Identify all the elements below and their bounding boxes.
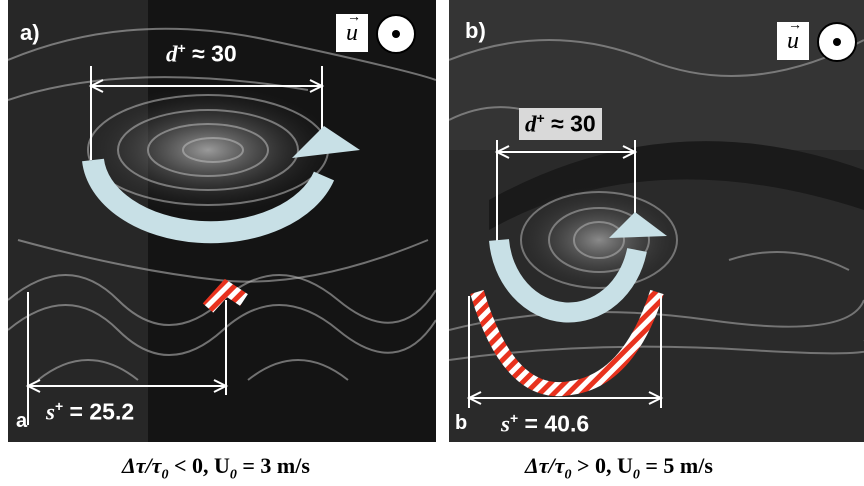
caption-b: Δτ/τ0 > 0, U0 = 5 m/s xyxy=(525,453,713,483)
vortex-photo-a xyxy=(8,0,436,442)
d-dimension-lines-a xyxy=(88,66,325,160)
panel-label-b: b) xyxy=(465,18,486,43)
corner-label-a: a xyxy=(16,410,28,432)
s-plus-label-b: s+ = 40.6 xyxy=(501,410,590,437)
panel-label-a: a) xyxy=(20,20,40,45)
flow-image-panel-b: b) b u → d+ ≈ 30 s+ = 40.6 xyxy=(449,0,864,442)
wall-stripe-b xyxy=(470,289,664,397)
out-of-plane-icon-b xyxy=(817,22,857,62)
s-dimension-lines-a xyxy=(25,292,229,425)
velocity-vector-icon-a: u → xyxy=(336,10,368,52)
velocity-vector-icon-b: u → xyxy=(777,18,809,60)
d-dimension-lines-b xyxy=(494,140,638,245)
s-dimension-lines-b xyxy=(466,296,664,408)
out-of-plane-icon-a xyxy=(376,14,416,54)
d-plus-label-a: d+ ≈ 30 xyxy=(166,40,237,67)
wall-stripe-a xyxy=(202,278,248,313)
flow-image-panel-a: a) a u → d+ ≈ 30 s+ = 25.2 xyxy=(8,0,436,442)
d-plus-label-b: d+ ≈ 30 xyxy=(519,108,602,140)
rotation-arrow-b xyxy=(489,212,667,323)
rotation-arrow-a xyxy=(82,126,360,244)
vortex-photo-b xyxy=(449,0,864,442)
corner-label-b: b xyxy=(455,412,468,434)
caption-a: Δτ/τ0 < 0, U0 = 3 m/s xyxy=(122,453,310,483)
s-plus-label-a: s+ = 25.2 xyxy=(46,398,135,425)
